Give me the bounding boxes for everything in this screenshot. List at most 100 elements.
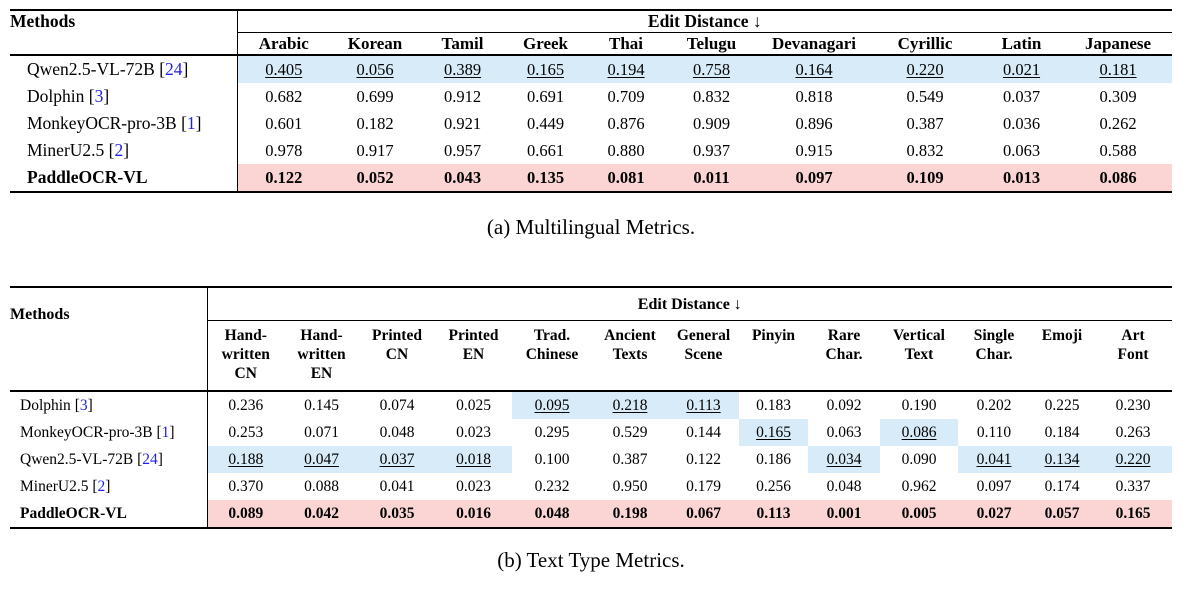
metric-cell: 0.018 bbox=[435, 446, 512, 473]
metric-cell: 0.818 bbox=[795, 86, 833, 106]
metric-cell: 0.181 bbox=[1064, 55, 1173, 83]
column-header: General Scene bbox=[668, 320, 739, 392]
table-row: Qwen2.5-VL-72B [24] 0.405 0.056 0.389 0.165 0… bbox=[10, 55, 1173, 83]
metric-cell: 0.023 bbox=[456, 477, 491, 495]
metric-cell: 0.097 bbox=[757, 164, 871, 192]
caption-b: (b) Text Type Metrics. bbox=[497, 548, 685, 572]
group-header-edit-distance: Edit Distance ↓ bbox=[207, 287, 1173, 321]
metric-cell: 0.036 bbox=[1002, 113, 1041, 133]
metric-cell: 0.001 bbox=[808, 500, 880, 528]
metric-cell: 0.144 bbox=[686, 423, 721, 441]
column-header: Thai bbox=[586, 32, 666, 56]
metric-cell: 0.263 bbox=[1115, 423, 1151, 441]
metric-cell: 0.034 bbox=[808, 446, 880, 473]
metric-cell: 0.909 bbox=[692, 113, 731, 133]
metric-cell: 0.174 bbox=[1044, 477, 1080, 495]
citation-link[interactable]: 1 bbox=[186, 113, 196, 133]
metric-cell: 0.113 bbox=[739, 500, 808, 528]
multilingual-table-mount: Methods Edit Distance ↓ Arabic Korean Tamil G… bbox=[10, 9, 1173, 193]
metric-cell: 0.023 bbox=[456, 423, 491, 441]
metric-cell: 0.067 bbox=[668, 500, 739, 528]
metric-cell: 0.164 bbox=[757, 55, 871, 83]
metric-cell: 0.295 bbox=[534, 423, 570, 441]
column-header: Tamil bbox=[420, 32, 505, 56]
column-header: Korean bbox=[330, 32, 420, 56]
metric-cell: 0.021 bbox=[979, 55, 1064, 83]
column-header: Hand- written CN bbox=[207, 320, 284, 392]
metric-cell: 0.043 bbox=[420, 164, 505, 192]
metric-cell: 0.236 bbox=[228, 396, 264, 414]
metric-cell: 0.074 bbox=[379, 396, 415, 414]
metric-cell: 0.048 bbox=[512, 500, 592, 528]
metric-cell: 0.063 bbox=[826, 423, 862, 441]
metric-cell: 0.449 bbox=[526, 113, 565, 133]
metric-cell: 0.089 bbox=[207, 500, 284, 528]
method-label: MonkeyOCR-pro-3B [1] bbox=[10, 419, 208, 446]
metric-cell: 0.056 bbox=[330, 55, 420, 83]
column-header: Vertical Text bbox=[880, 320, 958, 392]
metric-cell: 0.088 bbox=[304, 477, 339, 495]
metric-cell: 0.048 bbox=[826, 477, 862, 495]
metric-cell: 0.041 bbox=[379, 477, 415, 495]
table-row: MonkeyOCR-pro-3B [1] 0.253 0.071 0.048 0.023… bbox=[10, 419, 1172, 446]
metric-cell: 0.256 bbox=[756, 477, 791, 495]
metric-cell: 0.601 bbox=[265, 113, 303, 133]
column-header: Latin bbox=[979, 32, 1064, 56]
metric-cell: 0.549 bbox=[906, 86, 944, 106]
metric-cell: 0.915 bbox=[795, 140, 833, 160]
metric-cell: 0.387 bbox=[906, 113, 944, 133]
citation-link[interactable]: 3 bbox=[79, 396, 88, 414]
metric-cell: 0.037 bbox=[1002, 86, 1041, 106]
metric-cell: 0.758 bbox=[666, 55, 757, 83]
citation-link[interactable]: 3 bbox=[94, 86, 104, 106]
metric-cell: 0.005 bbox=[880, 500, 958, 528]
table-row: PaddleOCR-VL 0.122 0.052 0.043 0.135 0.081 0.0… bbox=[10, 164, 1173, 192]
metric-cell: 0.071 bbox=[304, 423, 339, 441]
metric-cell: 0.220 bbox=[1094, 446, 1173, 473]
citation-link[interactable]: 1 bbox=[161, 423, 170, 441]
column-header: Printed CN bbox=[359, 320, 435, 392]
table-row: PaddleOCR-VL 0.089 0.042 0.035 0.016 0.048 0.1… bbox=[10, 500, 1173, 528]
table-row: Qwen2.5-VL-72B [24] 0.188 0.047 0.037 0.018 0… bbox=[10, 446, 1173, 473]
metric-cell: 0.097 bbox=[976, 477, 1012, 495]
column-header: Rare Char. bbox=[808, 320, 880, 392]
metric-cell: 0.183 bbox=[756, 396, 791, 414]
metric-cell: 0.190 bbox=[901, 396, 937, 414]
metric-cell: 0.202 bbox=[976, 396, 1012, 414]
metric-cell: 0.057 bbox=[1030, 500, 1094, 528]
metric-cell: 0.232 bbox=[534, 477, 570, 495]
metric-cell: 0.832 bbox=[906, 140, 944, 160]
metric-cell: 0.027 bbox=[958, 500, 1030, 528]
table-row: MonkeyOCR-pro-3B [1] 0.601 0.182 0.921 0.449… bbox=[10, 110, 1172, 137]
metric-cell: 0.047 bbox=[284, 446, 359, 473]
metric-cell: 0.405 bbox=[237, 55, 330, 83]
table-row: MinerU2.5 [2] 0.370 0.088 0.041 0.023 0.232 0.… bbox=[10, 473, 1172, 500]
column-header-row: Arabic Korean Tamil Greek Thai Telugu Devanaga… bbox=[10, 32, 1173, 56]
citation-link[interactable]: 24 bbox=[142, 450, 158, 468]
citation-link[interactable]: 24 bbox=[165, 59, 183, 79]
metric-cell: 0.063 bbox=[1002, 140, 1041, 160]
citation-link[interactable]: 2 bbox=[114, 140, 124, 160]
metric-cell: 0.122 bbox=[237, 164, 330, 192]
metric-cell: 0.145 bbox=[304, 396, 339, 414]
metric-cell: 0.337 bbox=[1115, 477, 1151, 495]
citation-link[interactable]: 2 bbox=[97, 477, 106, 495]
metric-cell: 0.184 bbox=[1044, 423, 1080, 441]
metric-cell: 0.113 bbox=[668, 391, 739, 419]
method-label: PaddleOCR-VL bbox=[10, 500, 208, 528]
metric-cell: 0.661 bbox=[526, 140, 565, 160]
metric-cell: 0.978 bbox=[265, 140, 303, 160]
header-group-row: Methods Edit Distance ↓ bbox=[10, 10, 1173, 56]
metric-cell: 0.100 bbox=[534, 450, 570, 468]
metric-cell: 0.957 bbox=[443, 140, 482, 160]
metric-cell: 0.165 bbox=[505, 55, 586, 83]
metric-cell: 0.218 bbox=[592, 391, 668, 419]
methods-header: Methods bbox=[10, 287, 208, 392]
metric-cell: 0.092 bbox=[826, 396, 862, 414]
metric-cell: 0.921 bbox=[443, 113, 482, 133]
metric-cell: 0.134 bbox=[1030, 446, 1094, 473]
metric-cell: 0.262 bbox=[1099, 113, 1137, 133]
metric-cell: 0.937 bbox=[692, 140, 731, 160]
texttype-table-section: Methods Edit Distance ↓ Hand- written CN Ha… bbox=[10, 286, 1173, 573]
metric-cell: 0.588 bbox=[1099, 140, 1137, 160]
